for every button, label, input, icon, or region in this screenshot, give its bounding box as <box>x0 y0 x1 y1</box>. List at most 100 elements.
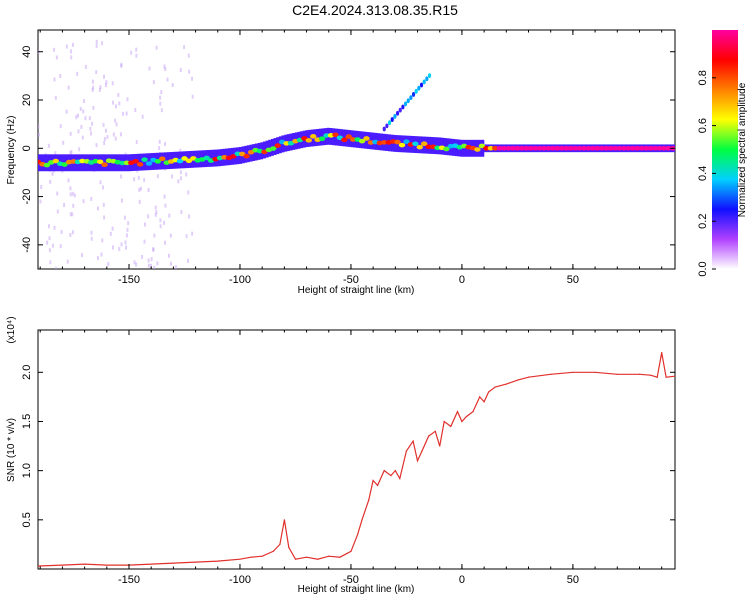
ridge-blob <box>345 134 352 139</box>
speckle <box>148 66 151 71</box>
speckle <box>66 259 69 264</box>
speckle <box>118 247 121 252</box>
speckle <box>101 41 104 46</box>
speckle <box>143 239 146 244</box>
ridge-blob <box>270 146 277 151</box>
speckle <box>72 203 75 208</box>
snr-point <box>61 564 64 566</box>
snr-point <box>439 445 441 447</box>
speckle <box>180 210 183 215</box>
ridge-blob <box>398 142 406 148</box>
speckle <box>159 224 162 229</box>
ridge-blob <box>554 145 561 151</box>
ridge-band <box>366 132 370 149</box>
speckle <box>171 174 174 179</box>
snr-point <box>405 450 408 452</box>
ridge-blob <box>363 136 370 141</box>
ridge-blob <box>576 145 583 151</box>
snr-point <box>38 565 39 567</box>
speckle <box>168 213 171 218</box>
speckle <box>60 229 63 234</box>
colorbar-tick-label: 0.4 <box>697 166 709 181</box>
speckle <box>117 92 120 97</box>
ridge-blob <box>478 143 486 149</box>
speckle <box>160 90 163 95</box>
speckle <box>186 258 189 263</box>
ridge-blob <box>181 156 188 161</box>
snr-point <box>434 430 436 432</box>
x-tick-label: -50 <box>343 274 359 286</box>
ridge-band <box>140 153 144 171</box>
speckle <box>156 261 159 266</box>
snr-point <box>494 386 496 388</box>
speckle <box>99 85 102 90</box>
speckle <box>150 257 153 262</box>
ridge-blob <box>145 161 153 166</box>
speckle <box>166 77 169 82</box>
snr-point <box>294 558 297 560</box>
speckle <box>147 258 150 263</box>
snr-point <box>390 474 392 477</box>
speckle <box>91 87 94 92</box>
y-tick-label: 2.0 <box>21 365 33 380</box>
y-tick-label: -20 <box>21 189 33 205</box>
ridge-blob <box>589 145 597 151</box>
streak-blob <box>403 101 408 107</box>
speckle <box>188 69 191 74</box>
speckle <box>105 80 108 85</box>
snr-point <box>172 562 174 564</box>
speckle <box>154 212 157 217</box>
speckle <box>65 109 68 114</box>
snr-ylabel: SNR (10 * v/v) <box>6 418 17 482</box>
speckle <box>191 76 194 81</box>
speckle <box>96 256 99 261</box>
ridge-blob <box>518 145 526 151</box>
snr-point <box>106 564 108 566</box>
speckle <box>124 240 127 245</box>
ridge-blob <box>563 145 570 151</box>
ridge-blob <box>274 143 281 148</box>
ridge-blob <box>243 153 250 159</box>
snr-point <box>150 563 152 565</box>
snr-point <box>317 558 319 560</box>
ridge-blob <box>585 145 592 151</box>
ridge-blob <box>531 145 539 151</box>
speckle <box>137 175 140 180</box>
speckle <box>125 233 128 238</box>
ridge-band <box>417 136 421 154</box>
ridge-blob <box>203 155 210 161</box>
snr-point <box>372 479 374 482</box>
speckle <box>179 170 182 175</box>
snr-point <box>516 379 519 381</box>
speckle <box>111 245 114 250</box>
speckle <box>92 85 95 90</box>
streak-blob <box>406 98 410 104</box>
snr-point <box>305 556 308 558</box>
speckle <box>70 49 73 54</box>
speckle <box>160 108 163 113</box>
speckle <box>118 101 121 106</box>
speckle <box>123 215 126 220</box>
ridge-blob <box>310 134 317 139</box>
speckle <box>152 247 155 252</box>
speckle <box>174 265 177 269</box>
ridge-blob <box>527 145 534 151</box>
ridge-blob <box>523 145 530 151</box>
streak-blob <box>411 92 416 97</box>
ridge-blob <box>625 145 632 151</box>
speckle <box>104 83 107 88</box>
speckle <box>167 253 170 258</box>
ridge-blob <box>620 145 628 151</box>
speckle <box>147 214 150 219</box>
x-tick-label: 50 <box>567 274 579 286</box>
speckle <box>112 132 115 137</box>
speckle <box>52 243 55 248</box>
ridge-blob <box>358 138 366 144</box>
speckle <box>106 135 109 140</box>
speckle <box>102 122 105 127</box>
speckle <box>103 74 106 79</box>
speckle <box>89 126 92 131</box>
snr-point <box>84 563 86 565</box>
x-tick-label: -100 <box>229 574 251 586</box>
speckle <box>126 227 129 232</box>
